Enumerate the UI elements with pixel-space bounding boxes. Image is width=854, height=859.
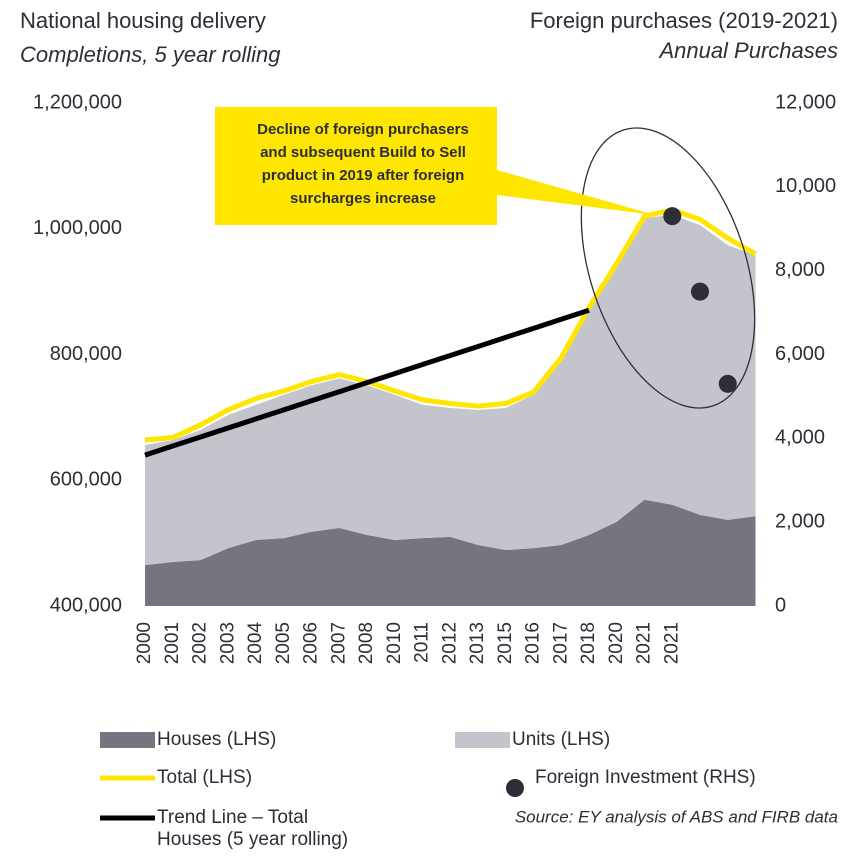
legend-swatch (455, 732, 510, 748)
y2-title: Foreign purchases (2019-2021) (530, 8, 838, 33)
legend-label-line: Trend Line – Total (157, 807, 308, 828)
legend-label: Units (LHS) (512, 729, 610, 750)
line (144, 307, 590, 458)
y-tick-label: 600,000 (50, 469, 122, 491)
chart-title: National housing delivery (20, 8, 266, 33)
x-tick-label: 2008 (356, 622, 377, 664)
y2-tick-label: 10,000 (775, 175, 836, 197)
annotation-line: Decline of foreign purchasers (257, 121, 469, 138)
y-tick-label: 800,000 (50, 343, 122, 365)
highlight-ellipse (580, 127, 756, 409)
x-tick-label: 2005 (273, 622, 294, 664)
plot: 400,000 600,000 800,000 1,000,000 1,200,000 0… (33, 91, 836, 664)
x-tick-label: 2018 (578, 622, 599, 664)
legend-label: Trend Line – Total Houses (5 year rolling… (157, 807, 348, 850)
y2-tick-label: 12,000 (775, 91, 836, 113)
chart-subtitle: Completions, 5 year rolling (20, 42, 281, 67)
y-tick-label: 400,000 (50, 594, 122, 616)
source: Source: EY analysis of ABS and FIRB data (515, 807, 838, 826)
y2-tick-label: 4,000 (775, 427, 825, 449)
y-tick-label: 1,200,000 (33, 91, 122, 113)
x-tick-label: 2021 (661, 622, 682, 664)
annotation-line: surcharges increase (290, 190, 436, 207)
legend-label: Total (LHS) (157, 767, 252, 788)
point (691, 282, 709, 301)
point (718, 374, 737, 393)
y-tick-label: 1,000,000 (33, 217, 122, 239)
x-tick-label: 2015 (495, 622, 516, 664)
x-tick-label: 2011 (412, 622, 433, 663)
area (145, 214, 756, 566)
y2-tick-label: 0 (775, 594, 786, 616)
y2-subtitle: Annual Purchases (657, 38, 838, 63)
legend-label-line: Houses (5 year rolling) (157, 829, 348, 850)
x-tick-label: 2004 (245, 622, 266, 665)
x-tick-label: 2006 (301, 622, 322, 664)
x-tick-label: 2020 (606, 622, 627, 664)
x-tick-label: 2002 (190, 622, 211, 664)
x-tick-label: 2021 (634, 622, 655, 664)
y2-tick-label: 8,000 (775, 259, 825, 281)
legend-swatch (506, 779, 524, 797)
y2-tick-label: 2,000 (775, 510, 825, 532)
annotation-box (215, 107, 655, 225)
y2-tick-label: 6,000 (775, 343, 825, 365)
x-tick-label: 2017 (550, 622, 571, 664)
x-tick-label: 2012 (439, 622, 460, 664)
annotation-line: and subsequent Build to Sell (260, 144, 466, 161)
x-tick-label: 2007 (328, 622, 349, 664)
legend-label: Houses (LHS) (157, 729, 276, 750)
line (144, 207, 757, 443)
legend-swatch (100, 732, 155, 748)
x-tick-label: 2013 (467, 622, 488, 664)
area (145, 499, 756, 606)
legend-label: Foreign Investment (RHS) (535, 767, 756, 788)
point (663, 207, 682, 226)
annotation-line: product in 2019 after foreign (262, 167, 465, 184)
x-tick-label: 2016 (523, 622, 544, 664)
x-tick-label: 2000 (134, 622, 155, 664)
x-tick-label: 2001 (162, 622, 183, 664)
x-tick-label: 2010 (384, 622, 405, 664)
x-tick-label: 2003 (217, 622, 238, 664)
